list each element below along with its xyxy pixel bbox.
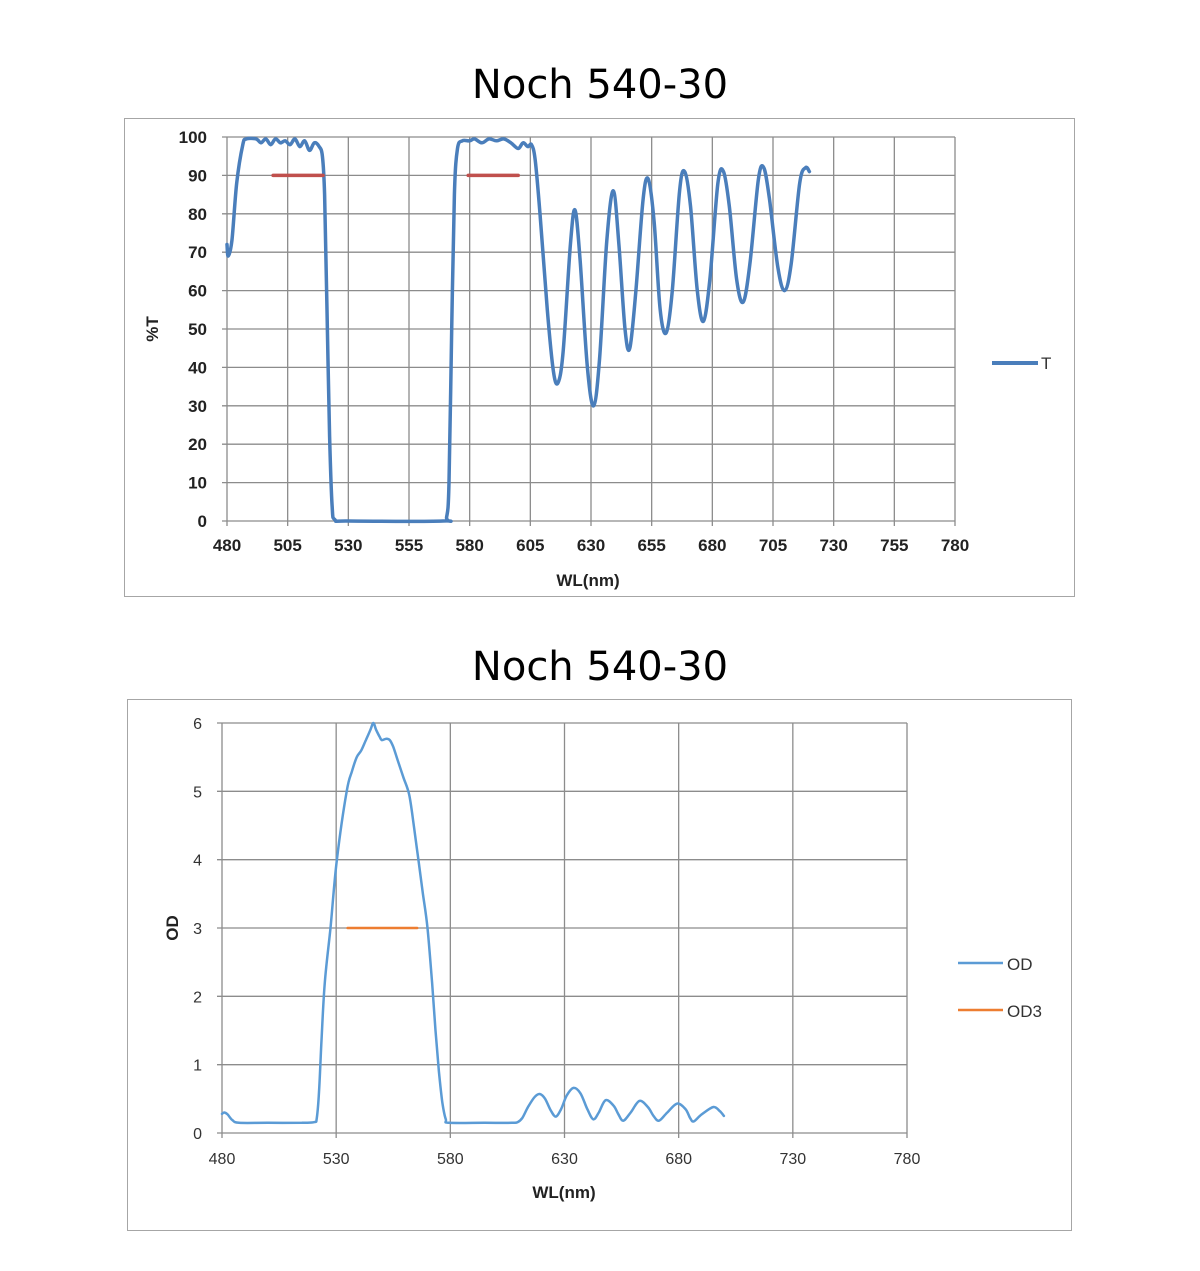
x-tick-label: 480 [213, 536, 241, 555]
y-tick-label: 70 [188, 243, 207, 262]
x-tick-label: 555 [395, 536, 423, 555]
y-tick-label: 100 [179, 128, 207, 147]
y-tick-label: 0 [198, 512, 207, 531]
x-tick-label: 730 [779, 1151, 806, 1168]
x-tick-label: 680 [698, 536, 726, 555]
chart1-gridlines [222, 136, 956, 526]
chart2-y-label: OD [163, 915, 182, 941]
y-tick-label: 6 [193, 716, 202, 733]
chart2-legend-label-od3: OD3 [1007, 1002, 1042, 1021]
x-tick-label: 605 [516, 536, 544, 555]
y-tick-label: 20 [188, 435, 207, 454]
x-tick-label: 705 [759, 536, 787, 555]
y-tick-label: 60 [188, 282, 207, 301]
y-tick-label: 10 [188, 474, 207, 493]
y-tick-label: 40 [188, 358, 207, 377]
chart2-y-ticks: 0 1 2 3 4 5 6 [193, 716, 202, 1143]
x-tick-label: 505 [273, 536, 301, 555]
chart1-x-label: WL(nm) [556, 571, 619, 590]
x-tick-label: 530 [323, 1151, 350, 1168]
x-tick-label: 630 [551, 1151, 578, 1168]
y-tick-label: 50 [188, 320, 207, 339]
chart1-title: Noch 540-30 [472, 62, 728, 108]
x-tick-label: 780 [894, 1151, 921, 1168]
y-tick-label: 3 [193, 921, 202, 938]
x-tick-label: 655 [637, 536, 665, 555]
series-line-od [220, 721, 726, 1125]
x-tick-label: 630 [577, 536, 605, 555]
y-tick-label: 5 [193, 784, 202, 801]
y-tick-label: 30 [188, 397, 207, 416]
y-tick-label: 90 [188, 166, 207, 185]
x-tick-label: 530 [334, 536, 362, 555]
y-tick-label: 2 [193, 989, 202, 1006]
x-tick-label: 755 [880, 536, 908, 555]
y-tick-label: 0 [193, 1126, 202, 1143]
chart2-series [220, 721, 726, 1125]
chart1-series [225, 136, 812, 524]
chart2-legend-label-od: OD [1007, 955, 1033, 974]
x-tick-label: 580 [437, 1151, 464, 1168]
y-tick-label: 80 [188, 205, 207, 224]
series-line-t [225, 136, 812, 524]
chart2-x-label: WL(nm) [532, 1183, 595, 1202]
chart1-legend-label-t: T [1041, 354, 1051, 373]
x-tick-label: 580 [455, 536, 483, 555]
x-tick-label: 730 [819, 536, 847, 555]
y-tick-label: 1 [193, 1058, 202, 1075]
x-tick-label: 480 [209, 1151, 236, 1168]
chart1-y-label: %T [143, 316, 162, 342]
chart2-title: Noch 540-30 [472, 644, 728, 690]
chart2-gridlines [217, 722, 908, 1138]
y-tick-label: 4 [193, 853, 202, 870]
chart1-x-ticks: 480 505 530 555 580 605 630 655 680 705 730 755 780 [213, 536, 969, 555]
x-tick-label: 680 [665, 1151, 692, 1168]
chart1-y-ticks: 0 10 20 30 40 50 60 70 80 90 100 [179, 128, 207, 531]
chart2-frame [127, 699, 1072, 1231]
x-tick-label: 780 [941, 536, 969, 555]
chart2-x-ticks: 480 530 580 630 680 730 780 [209, 1151, 921, 1168]
